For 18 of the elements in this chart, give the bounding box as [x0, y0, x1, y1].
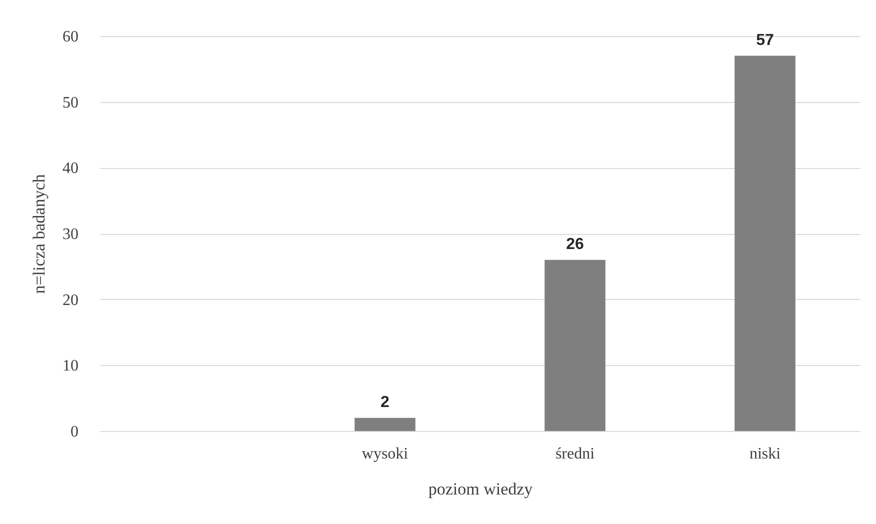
data-label: 2: [380, 394, 390, 411]
x-axis-title: poziom wiedzy: [428, 480, 534, 498]
y-tick-label: 60: [62, 28, 78, 46]
y-tick-label: 30: [62, 226, 78, 243]
bar: [544, 260, 606, 431]
y-axis-title: n=licza badanych: [30, 174, 48, 294]
data-label: 26: [566, 236, 584, 253]
x-tick-label: wysoki: [362, 446, 409, 462]
y-tick-label: 10: [62, 358, 78, 375]
y-tick-label: 40: [62, 160, 78, 178]
bar: [734, 56, 796, 431]
y-tick-label: 50: [62, 94, 78, 112]
y-tick-label: 0: [70, 424, 78, 440]
x-tick-label: średni: [555, 446, 596, 462]
y-tick-label: 20: [62, 292, 78, 309]
x-tick-label: niski: [749, 446, 782, 462]
bar: [354, 418, 416, 431]
data-label: 57: [756, 32, 774, 49]
